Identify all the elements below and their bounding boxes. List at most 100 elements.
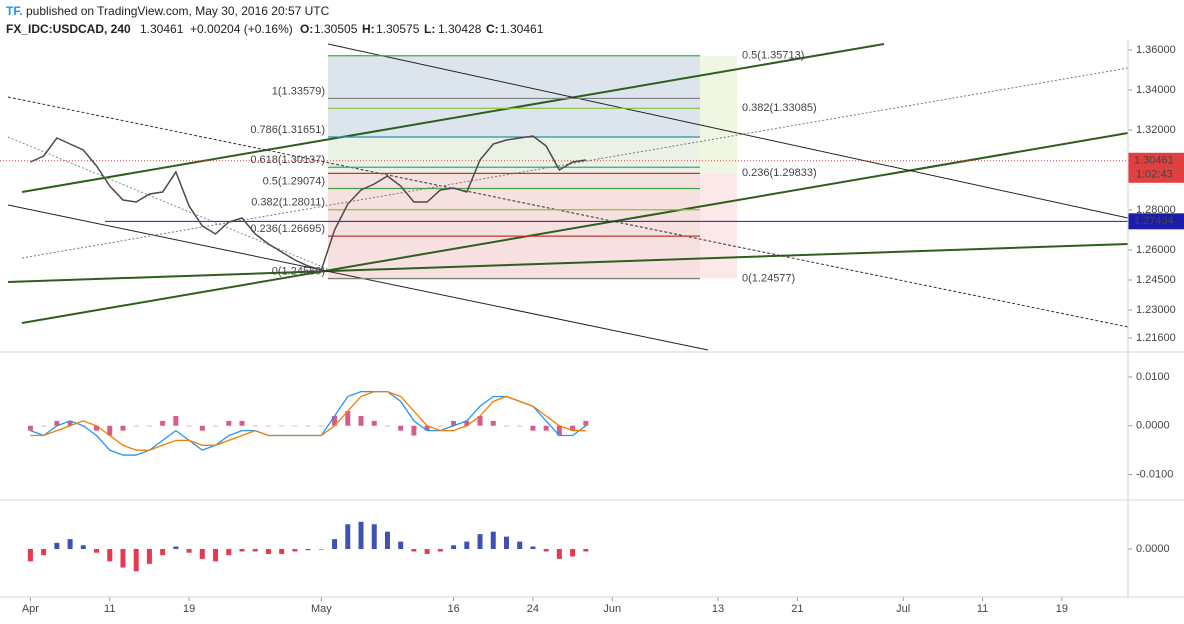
y-tick-label: 1.21600	[1136, 332, 1176, 344]
histogram-bar	[437, 425, 443, 427]
histogram-bar	[411, 549, 417, 552]
histogram-bar	[503, 536, 509, 549]
histogram-bar	[120, 549, 126, 568]
histogram-bar	[556, 549, 562, 559]
y-tick-label: 1.28000	[1136, 204, 1176, 216]
histogram-bar	[107, 549, 113, 562]
histogram-bar	[54, 420, 60, 426]
histogram-bar	[490, 420, 496, 426]
histogram-bar	[543, 425, 549, 431]
histogram-bar	[371, 420, 377, 426]
fib-zone	[700, 173, 737, 279]
histogram-bar	[133, 425, 139, 427]
histogram-bar	[67, 539, 73, 549]
x-tick-label: May	[311, 603, 332, 615]
histogram-bar	[305, 549, 311, 551]
symbol: FX_IDC:USDCAD, 240	[6, 22, 131, 36]
histogram-bar	[173, 546, 179, 549]
foreground-layer: 1.36000 1.34000 1.32000 1.28000 1.26000 1.245…	[0, 44, 1184, 615]
fib-label: 0(1.24569)	[272, 266, 325, 278]
histogram-bar	[226, 549, 232, 556]
channel-line	[7, 204, 709, 351]
histogram-bar	[318, 549, 324, 550]
histogram-bar	[332, 539, 338, 549]
dotted-line	[7, 96, 1129, 328]
x-tick-label: Jun	[603, 603, 621, 615]
histogram-bar	[80, 545, 86, 549]
indicator-line	[30, 390, 586, 451]
histogram-bar	[517, 541, 523, 549]
histogram-bar	[173, 416, 179, 426]
histogram-bar	[570, 549, 576, 557]
fib-zone	[328, 55, 700, 137]
histogram-bar	[464, 420, 470, 426]
histogram-bar	[503, 425, 509, 427]
trend-line	[21, 132, 1129, 324]
histogram-bar	[583, 549, 589, 552]
histogram-bar	[252, 425, 258, 427]
histogram-bar	[292, 425, 298, 427]
histogram-bar	[94, 425, 100, 431]
fib-label: 0.382(1.28011)	[251, 197, 325, 209]
histogram-bar	[345, 524, 351, 549]
histogram-bar	[345, 411, 351, 426]
histogram-bar	[107, 425, 113, 436]
x-tick-label: 24	[527, 603, 539, 615]
countdown: 1:02:43	[1136, 169, 1173, 181]
x-tick-label: 21	[791, 603, 803, 615]
histogram-bar	[332, 416, 338, 426]
background-layer	[328, 55, 737, 279]
histogram-bar	[186, 425, 192, 427]
histogram-bar	[252, 549, 258, 552]
ohlc: O: 1.30505 H: 1.30575 L: 1.30428 C: 1.30461	[300, 22, 544, 36]
fib-label: 0.236(1.29833)	[742, 167, 817, 179]
price-label: 1.27434	[1134, 215, 1174, 227]
histogram-bar	[41, 549, 47, 556]
x-tick-label: 13	[712, 603, 724, 615]
y-tick-label: 1.36000	[1136, 44, 1176, 56]
last-price-label: 1.30461	[1134, 155, 1174, 167]
histogram-bar	[371, 524, 377, 549]
fib-label: 0.5(1.29074)	[263, 175, 325, 187]
histogram-bar	[54, 542, 60, 549]
y-tick-label: 0.0000	[1136, 543, 1170, 555]
fib-label: 0.236(1.26695)	[250, 223, 325, 235]
histogram-bar	[120, 425, 126, 431]
x-tick-label: 11	[977, 603, 988, 615]
last-price-box	[1128, 152, 1184, 183]
ohlc-value: 1.30505	[314, 22, 358, 36]
histogram-bar	[530, 546, 536, 549]
dotted-line	[21, 67, 1129, 259]
histogram-bar	[543, 549, 549, 552]
y-tick-label: 1.34000	[1136, 84, 1176, 96]
histogram-bar	[530, 425, 536, 431]
histogram-bar	[583, 420, 589, 426]
x-tick-label: Jul	[896, 603, 910, 615]
fib-label: 1(1.33579)	[272, 85, 325, 97]
histogram-bar	[67, 420, 73, 426]
histogram-bar	[556, 425, 562, 436]
x-tick-label: 19	[1056, 603, 1068, 615]
change: +0.00204 (+0.16%)	[190, 22, 293, 36]
histogram-bar	[305, 425, 311, 427]
histogram-bar	[358, 416, 364, 426]
fib-zone	[328, 136, 700, 174]
histogram-bar	[160, 549, 166, 556]
histogram-bar	[265, 549, 271, 554]
histogram-bar	[292, 549, 298, 552]
histogram-bar	[477, 416, 483, 426]
last-price: 1.30461	[140, 22, 184, 36]
fib-label: 0.786(1.31651)	[250, 124, 325, 136]
histogram-bar	[279, 549, 285, 554]
y-tick-label: -0.0100	[1136, 468, 1173, 480]
x-tick-label: Apr	[22, 603, 39, 615]
histogram-bar	[398, 425, 404, 431]
histogram-bar	[517, 425, 523, 427]
y-tick-label: 1.32000	[1136, 124, 1176, 136]
histogram-bar	[437, 549, 443, 552]
histogram-bar	[239, 549, 245, 552]
ohlc-key: L:	[424, 22, 435, 36]
ohlc-value: 1.30428	[438, 22, 482, 36]
ohlc-value: 1.30575	[376, 22, 420, 36]
